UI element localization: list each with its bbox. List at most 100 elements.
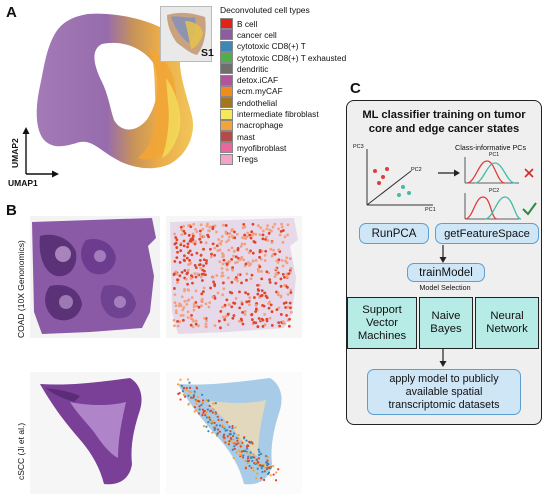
coad-spot <box>265 235 268 239</box>
cscc-spot <box>243 449 247 452</box>
ml-workflow-panel: ML classifier training on tumor core and… <box>346 100 542 425</box>
coad-spot <box>218 260 222 264</box>
cscc-spot <box>277 468 280 471</box>
umap-plot <box>36 13 194 169</box>
coad-spot <box>186 288 190 292</box>
coad-spot <box>242 222 246 226</box>
coad-spot <box>240 318 243 322</box>
coad-spot <box>243 242 247 246</box>
coad-spot <box>286 292 290 296</box>
coad-spot <box>220 267 224 270</box>
cscc-spot <box>182 393 185 396</box>
coad-spot <box>230 305 234 309</box>
coad-spot <box>174 270 178 274</box>
legend-label: dendritic <box>237 63 269 74</box>
cscc-spot <box>222 425 226 428</box>
legend-label: intermediate fibroblast <box>237 109 319 120</box>
coad-spot <box>213 324 217 328</box>
umap2-label: UMAP2 <box>10 138 20 168</box>
coad-spot <box>237 319 241 323</box>
coad-spot <box>186 282 189 286</box>
legend-item: cytotoxic CD8(+) T <box>220 40 346 52</box>
coad-spot <box>238 306 242 310</box>
cscc-spot <box>257 461 260 464</box>
coad-spot <box>254 232 258 236</box>
coad-spot <box>225 298 229 302</box>
coad-spot <box>186 310 190 314</box>
coad-spot <box>231 266 234 270</box>
coad-spot <box>260 289 264 292</box>
coad-spot <box>193 272 197 275</box>
coad-spot <box>211 227 215 231</box>
coad-spot <box>288 257 292 260</box>
cscc-spot <box>256 467 259 470</box>
coad-spot <box>205 259 208 263</box>
coad-spot <box>173 287 176 290</box>
coad-spot <box>199 240 203 244</box>
legend-swatch <box>220 97 233 109</box>
coad-spot <box>219 242 223 246</box>
cscc-spot <box>251 466 254 469</box>
coad-spot <box>264 294 268 298</box>
pca-scatter-icon <box>366 149 433 206</box>
cscc-spot <box>246 457 250 460</box>
coad-spot <box>182 258 186 262</box>
coad-spot <box>258 265 262 269</box>
coad-spot <box>180 271 184 274</box>
coad-spot <box>251 251 255 255</box>
coad-spot <box>191 238 195 241</box>
cscc-spot <box>177 392 180 395</box>
coad-spot <box>230 234 234 238</box>
coad-spot <box>193 263 197 267</box>
cscc-spot <box>213 421 216 424</box>
coad-spot <box>258 255 261 259</box>
inset-thumbnail <box>167 12 206 55</box>
arrow-right-icon <box>438 169 460 177</box>
coad-spot <box>186 271 189 275</box>
coad-spot <box>191 281 194 285</box>
coad-spot <box>192 319 195 323</box>
coad-spot <box>178 260 182 264</box>
pc2-label: PC2 <box>411 167 422 173</box>
cscc-spot <box>263 478 266 482</box>
cscc-spot <box>274 479 278 482</box>
cscc-spot <box>201 399 205 402</box>
coad-spot <box>244 262 248 266</box>
legend-swatch <box>220 131 233 143</box>
coad-spot <box>244 291 247 295</box>
coad-spot <box>199 266 203 270</box>
legend-label: cytotoxic CD8(+) T exhausted <box>237 52 347 63</box>
coad-spot <box>266 224 270 228</box>
cscc-spot <box>207 399 210 402</box>
coad-spot <box>173 242 177 246</box>
coad-spot <box>225 262 229 266</box>
coad-spot <box>233 236 237 240</box>
cscc-spot <box>188 386 192 389</box>
coad-spot <box>281 229 285 232</box>
coad-spot <box>173 301 177 305</box>
coad-spot <box>227 238 231 242</box>
coad-spot <box>226 323 230 326</box>
cscc-spot <box>261 470 264 473</box>
cscc-spot <box>260 477 263 480</box>
coad-spot <box>276 293 280 297</box>
coad-spot <box>199 253 203 257</box>
coad-spot <box>220 239 224 243</box>
coad-spot <box>230 280 234 284</box>
coad-spot <box>190 253 194 257</box>
arrow-down-icon-2 <box>439 349 447 367</box>
coad-spot <box>254 259 258 262</box>
pcs-title: Class-informative PCs <box>455 143 527 152</box>
coad-spot <box>259 226 263 230</box>
coad-spot <box>192 302 196 306</box>
coad-spot <box>288 317 291 321</box>
coad-spot <box>206 233 210 237</box>
cscc-spot <box>234 426 237 429</box>
coad-spot <box>232 249 236 253</box>
coad-spot <box>263 323 267 327</box>
cscc-spot <box>205 410 209 413</box>
coad-spot <box>286 223 290 227</box>
coad-spot <box>233 278 237 281</box>
cscc-spot <box>248 440 251 443</box>
cscc-spot <box>261 465 264 468</box>
